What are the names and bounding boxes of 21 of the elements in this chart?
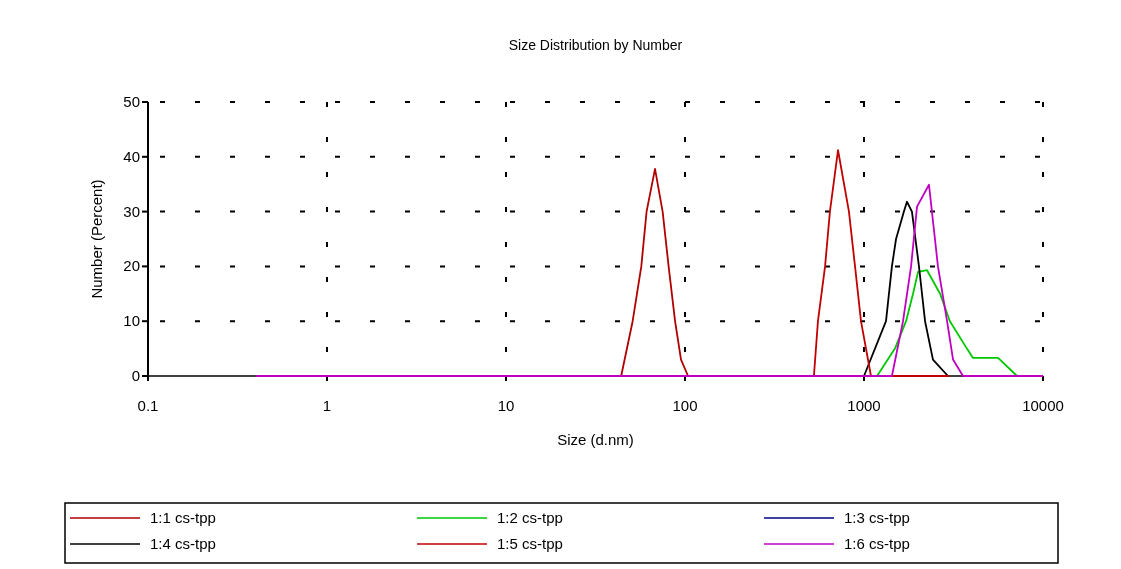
y-tick-label: 50: [123, 93, 140, 110]
legend-label: 1:6 cs-tpp: [844, 535, 910, 552]
legend-label: 1:2 cs-tpp: [497, 509, 563, 526]
x-tick-label: 100: [672, 397, 698, 414]
chart-title: Size Distribution by Number: [508, 37, 683, 53]
legend-label: 1:1 cs-tpp: [150, 509, 216, 526]
y-tick-label: 20: [123, 257, 140, 275]
legend-label: 1:5 cs-tpp: [497, 535, 563, 552]
x-tick-label: 1: [322, 397, 332, 414]
legend-label: 1:3 cs-tpp: [844, 509, 910, 526]
x-tick-label: 1000: [847, 397, 881, 414]
x-axis-title: Size (d.nm): [557, 431, 634, 448]
y-tick-label: 30: [123, 202, 140, 220]
legend-label: 1:4 cs-tpp: [150, 535, 216, 552]
x-tick-label: 10000: [1022, 397, 1064, 414]
y-axis-title: Number (Percent): [88, 179, 105, 299]
y-tick-label: 40: [123, 147, 140, 165]
x-tick-label: 0.1: [137, 397, 159, 414]
x-tick-label: 10: [497, 397, 515, 414]
y-tick-label: 10: [123, 312, 140, 330]
y-tick-label: 0: [131, 367, 140, 384]
